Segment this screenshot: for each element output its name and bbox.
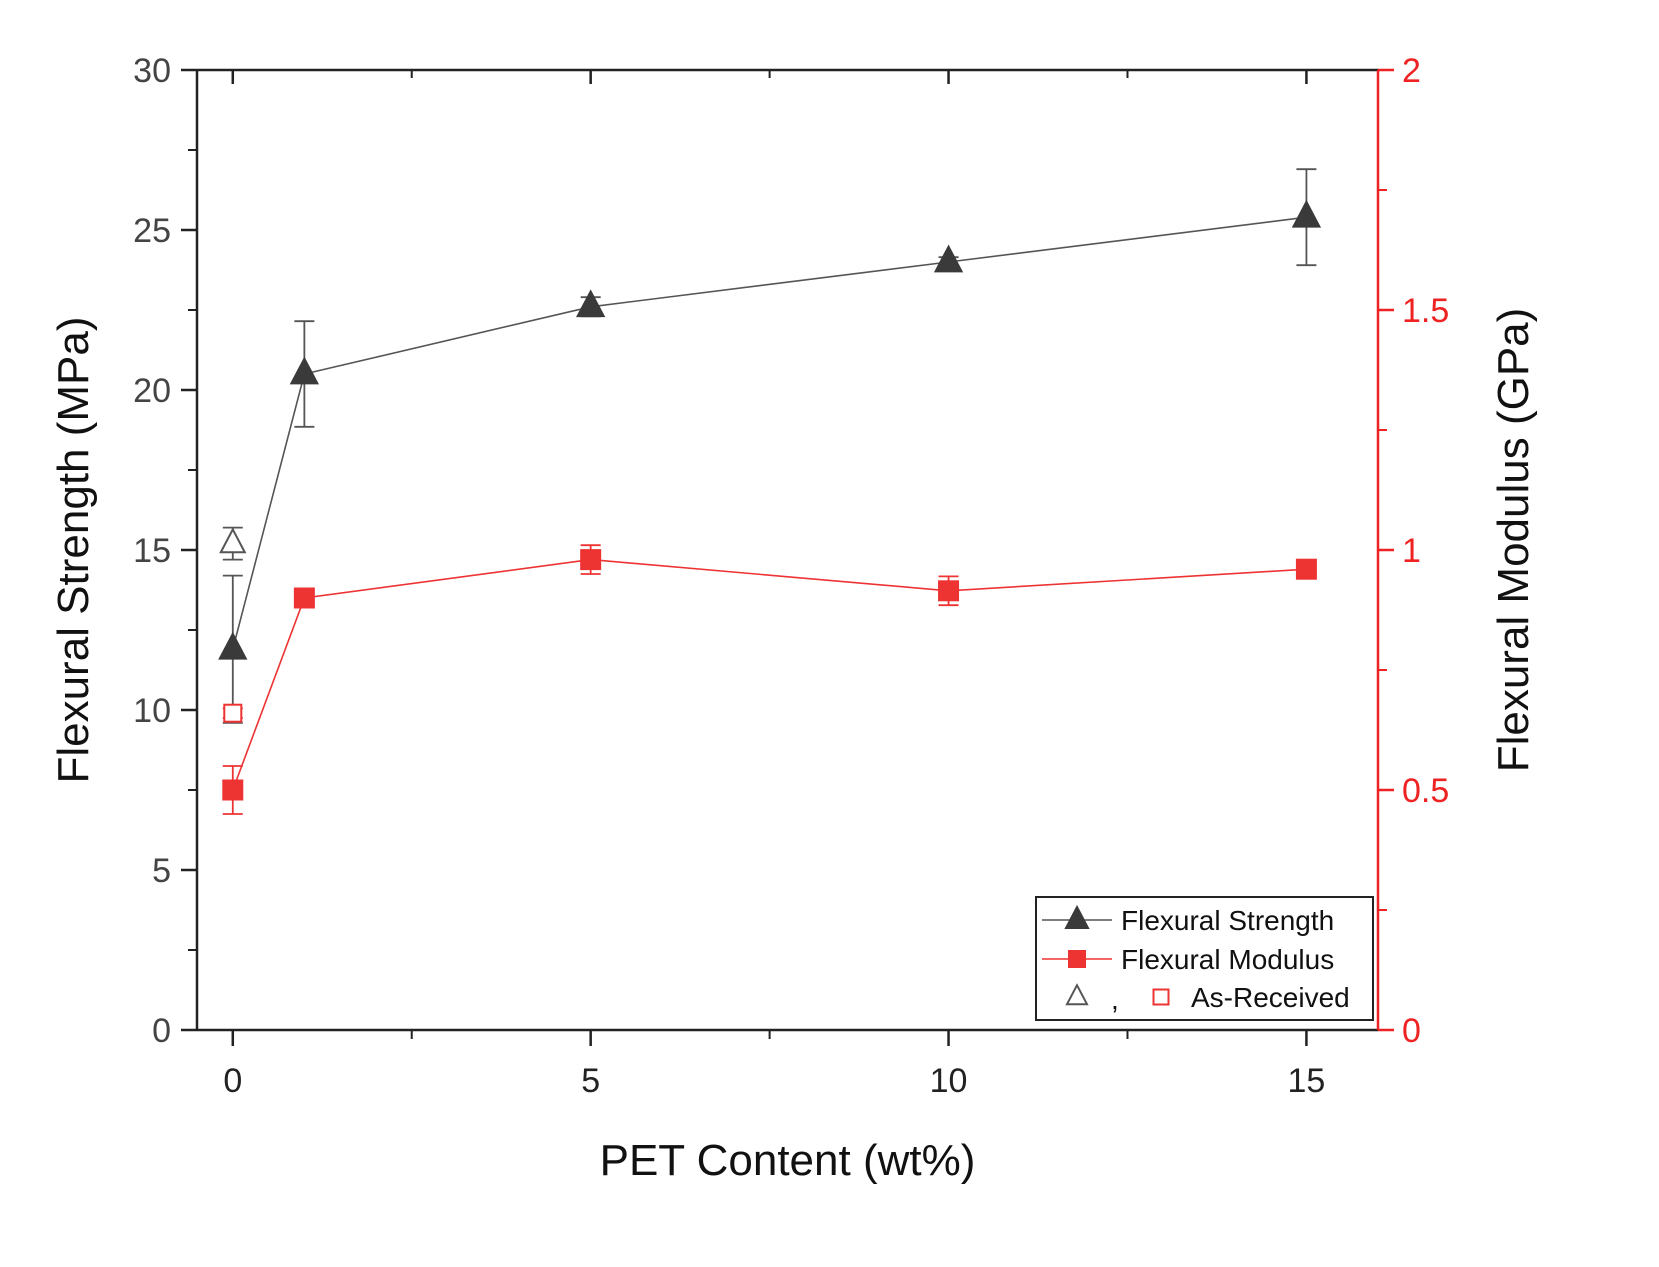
legend-strength-marker xyxy=(1064,904,1090,929)
left-y-tick-label: 0 xyxy=(152,1012,171,1050)
strength-point xyxy=(289,356,320,385)
strength-point xyxy=(1291,199,1322,228)
legend-as-received-label: As-Received xyxy=(1191,982,1350,1013)
right-y-tick-label: 0 xyxy=(1402,1012,1421,1050)
x-axis-title: PET Content (wt%) xyxy=(600,1136,976,1185)
right-y-tick-label: 1 xyxy=(1402,532,1421,570)
modulus-point xyxy=(938,580,960,602)
left-y-tick-label: 10 xyxy=(133,692,171,730)
left-y-tick-label: 5 xyxy=(152,852,171,890)
right-y-tick-label: 1.5 xyxy=(1402,292,1449,330)
series-layer xyxy=(218,168,1322,815)
left-y-tick-label: 30 xyxy=(133,52,171,90)
modulus-point xyxy=(1295,558,1317,580)
legend-modulus-marker xyxy=(1068,950,1086,968)
left-y-tick-label: 20 xyxy=(133,372,171,410)
right-y-axis-title: Flexural Modulus (GPa) xyxy=(1489,308,1538,773)
x-tick-label: 5 xyxy=(581,1062,600,1100)
as-received-modulus-point xyxy=(223,703,243,723)
x-tick-label: 15 xyxy=(1288,1062,1326,1100)
left-y-tick-label: 15 xyxy=(133,532,171,570)
legend-modulus-label: Flexural Modulus xyxy=(1121,944,1334,975)
as-received-strength-point xyxy=(219,527,247,554)
modulus-point xyxy=(580,549,602,571)
x-tick-label: 0 xyxy=(223,1062,242,1100)
modulus-point xyxy=(222,779,244,801)
legend: Flexural Strength Flexural Modulus, As-Rec… xyxy=(1035,896,1374,1021)
legend-as-received-separator: , xyxy=(1111,984,1119,1015)
left-y-axis-title: Flexural Strength (MPa) xyxy=(49,316,98,783)
right-y-tick-label: 0.5 xyxy=(1402,772,1449,810)
strength-point xyxy=(576,289,606,318)
strength-point xyxy=(933,244,964,273)
legend-as-received-strength-marker xyxy=(1065,983,1089,1006)
left-y-tick-label: 25 xyxy=(133,212,171,250)
x-tick-label: 10 xyxy=(930,1062,968,1100)
legend-as-received-modulus-marker xyxy=(1152,988,1170,1006)
strength-point xyxy=(218,631,248,660)
right-y-tick-label: 2 xyxy=(1402,52,1421,90)
modulus-point xyxy=(293,587,315,609)
legend-strength-label: Flexural Strength xyxy=(1121,905,1334,936)
